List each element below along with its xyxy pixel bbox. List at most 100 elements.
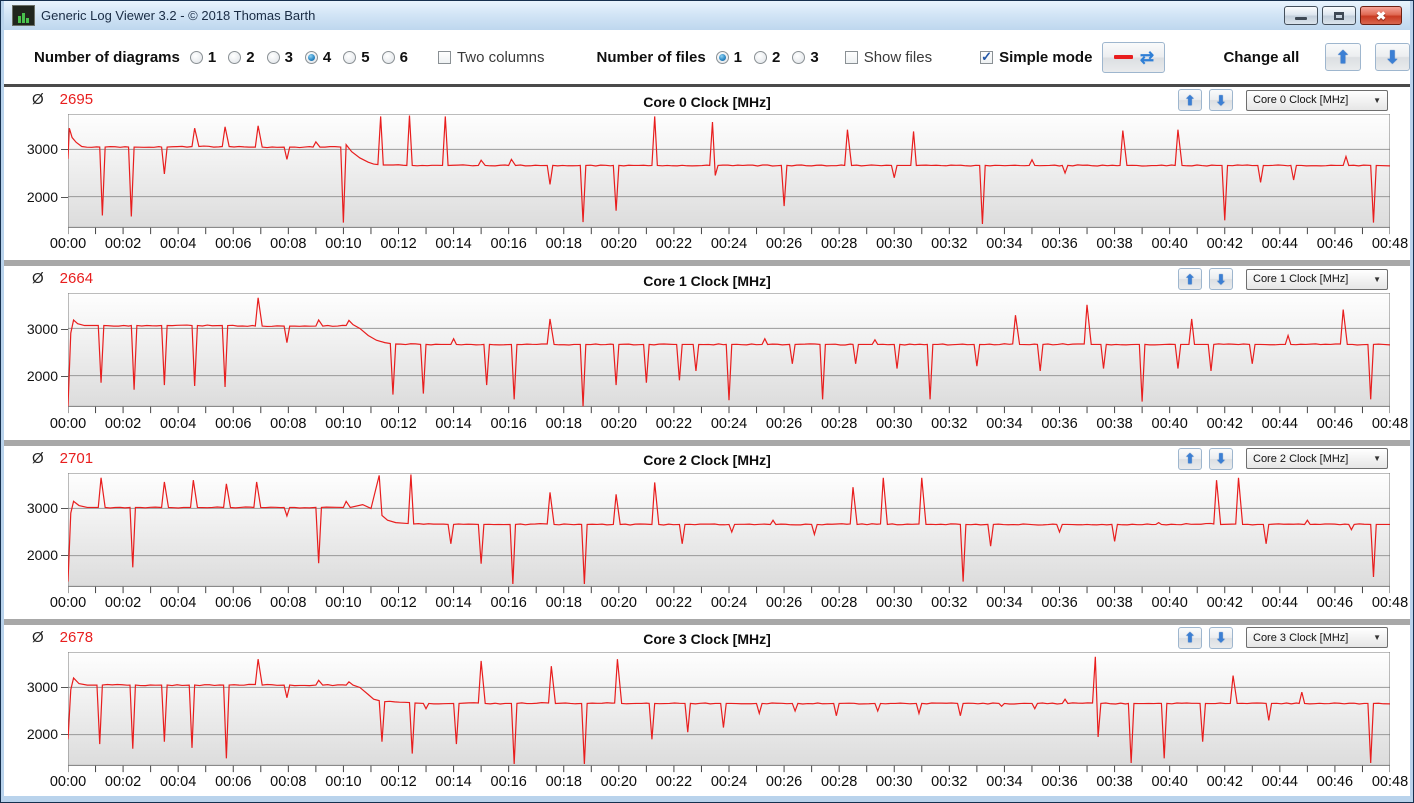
x-tick-label: 00:00 (49, 774, 87, 790)
y-tick-label: 3000 (26, 320, 58, 337)
move-chart-up-button[interactable]: ⬆ (1178, 89, 1202, 111)
x-tick-label: 00:40 (1151, 594, 1188, 611)
diagrams-radio-1[interactable]: 1 (189, 49, 216, 66)
x-tick-label: 00:02 (104, 594, 142, 611)
plot-area (68, 472, 1390, 594)
change-all-up-button[interactable]: ⬆ (1325, 43, 1361, 71)
down-arrow-icon: ⬇ (1215, 271, 1227, 287)
x-tick-label: 00:48 (1371, 774, 1409, 790)
x-tick-label: 00:20 (600, 774, 637, 790)
change-all-label: Change all (1223, 48, 1300, 66)
files-radio-2[interactable]: 2 (754, 49, 780, 66)
x-tick-label: 00:14 (435, 236, 472, 253)
checkbox-checked-icon (980, 49, 994, 65)
x-tick-label: 00:26 (765, 774, 803, 790)
x-tick-label: 00:34 (986, 236, 1023, 253)
simple-mode-checkbox[interactable]: Simple mode (980, 49, 1092, 66)
move-chart-up-button[interactable]: ⬆ (1178, 268, 1202, 291)
radio-icon (381, 50, 395, 64)
up-arrow-icon: ⬆ (1184, 451, 1196, 466)
x-tick-label: 00:00 (49, 594, 87, 611)
signal-select-dropdown[interactable]: Core 0 Clock [MHz] ▼ (1246, 89, 1388, 111)
signal-select-dropdown[interactable]: Core 3 Clock [MHz] ▼ (1246, 627, 1388, 649)
x-tick-label: 00:08 (270, 236, 307, 253)
y-tick-mark (61, 555, 68, 557)
x-tick-label: 00:16 (490, 774, 527, 790)
x-tick-label: 00:18 (545, 236, 582, 253)
x-tick-label: 00:12 (380, 594, 417, 611)
y-tick-label: 3000 (26, 499, 58, 516)
x-tick-label: 00:26 (765, 415, 803, 432)
signal-select-dropdown[interactable]: Core 1 Clock [MHz] ▼ (1246, 268, 1388, 290)
x-tick-label: 00:48 (1371, 594, 1409, 611)
files-radio-1[interactable]: 1 (715, 49, 742, 66)
maximize-button[interactable] (1322, 6, 1356, 25)
y-tick-mark (61, 149, 68, 151)
line-style-refresh-button[interactable]: ⇄ (1102, 41, 1166, 73)
x-tick-label: 00:36 (1041, 415, 1078, 432)
radio-icon (189, 50, 203, 64)
x-tick-label: 00:14 (435, 774, 472, 790)
close-button[interactable]: ✖ (1360, 6, 1402, 25)
move-chart-up-button[interactable]: ⬆ (1178, 447, 1202, 470)
up-arrow-icon: ⬆ (1184, 92, 1196, 108)
x-tick-label: 00:06 (215, 594, 252, 611)
move-chart-down-button[interactable]: ⬇ (1209, 447, 1233, 470)
x-axis-labels: 00:00 00:02 00:04 00:06 00:08 00:10 00:12 00:14… (50, 235, 1408, 258)
x-tick-label: 00:06 (215, 774, 252, 790)
y-tick-mark (61, 687, 68, 689)
panel-separator (4, 616, 1410, 625)
files-radio-3[interactable]: 3 (792, 49, 819, 66)
average-symbol: Ø (32, 91, 44, 108)
radio-icon (343, 50, 357, 64)
y-tick-label: 2000 (26, 367, 58, 384)
x-tick-label: 00:44 (1261, 415, 1298, 432)
checkbox-icon (844, 50, 858, 64)
x-tick-label: 00:28 (821, 594, 858, 611)
x-tick-label: 00:46 (1316, 236, 1354, 253)
change-all-down-button[interactable]: ⬇ (1374, 43, 1411, 71)
x-tick-label: 00:16 (490, 415, 527, 432)
y-tick-label: 2000 (26, 188, 58, 205)
average-value: 2701 (59, 449, 94, 467)
diagrams-radio-5[interactable]: 5 (343, 49, 370, 66)
show-files-checkbox[interactable]: Show files (844, 49, 932, 66)
diagrams-radio-6[interactable]: 6 (381, 49, 408, 66)
x-tick-label: 00:28 (821, 415, 858, 432)
x-tick-label: 00:22 (655, 415, 693, 432)
move-chart-down-button[interactable]: ⬇ (1209, 626, 1233, 649)
move-chart-down-button[interactable]: ⬇ (1209, 268, 1233, 291)
chart-title: Core 2 Clock [MHz] (643, 452, 771, 468)
down-arrow-icon: ⬇ (1385, 47, 1400, 67)
move-chart-up-button[interactable]: ⬆ (1178, 626, 1202, 649)
x-tick-label: 00:44 (1261, 594, 1298, 611)
diagrams-radio-2[interactable]: 2 (228, 49, 255, 66)
x-tick-label: 00:38 (1096, 236, 1133, 253)
down-arrow-icon: ⬇ (1215, 451, 1227, 466)
two-columns-checkbox[interactable]: Two columns (437, 49, 544, 66)
radio-selected-icon (304, 50, 318, 64)
x-tick-label: 00:14 (435, 415, 472, 432)
x-tick-label: 00:48 (1371, 236, 1409, 253)
average-value: 2678 (59, 628, 94, 646)
x-tick-label: 00:20 (600, 415, 637, 432)
y-axis-labels: 3000 2000 (4, 652, 68, 773)
move-chart-down-button[interactable]: ⬇ (1209, 89, 1233, 111)
chart-panels: Ø 2695 Core 0 Clock [MHz] ⬆ ⬇ Core 0 Cloc… (4, 87, 1410, 796)
x-tick-label: 00:04 (160, 415, 197, 432)
diagrams-radio-4[interactable]: 4 (304, 49, 331, 66)
y-tick-mark (61, 507, 68, 509)
toolbar-divider (4, 84, 1410, 87)
diagrams-radio-3[interactable]: 3 (266, 49, 293, 66)
signal-select-dropdown[interactable]: Core 2 Clock [MHz] ▼ (1246, 448, 1388, 469)
chevron-down-icon: ▼ (1373, 95, 1381, 105)
chart-title: Core 0 Clock [MHz] (643, 93, 771, 110)
x-tick-label: 00:20 (600, 594, 637, 611)
radio-icon (792, 50, 806, 64)
checkbox-icon (437, 50, 451, 64)
x-tick-label: 00:36 (1041, 236, 1078, 253)
x-tick-label: 00:46 (1316, 415, 1354, 432)
minimize-button[interactable] (1284, 6, 1318, 25)
title-bar[interactable]: Generic Log Viewer 3.2 - © 2018 Thomas B… (4, 1, 1410, 30)
